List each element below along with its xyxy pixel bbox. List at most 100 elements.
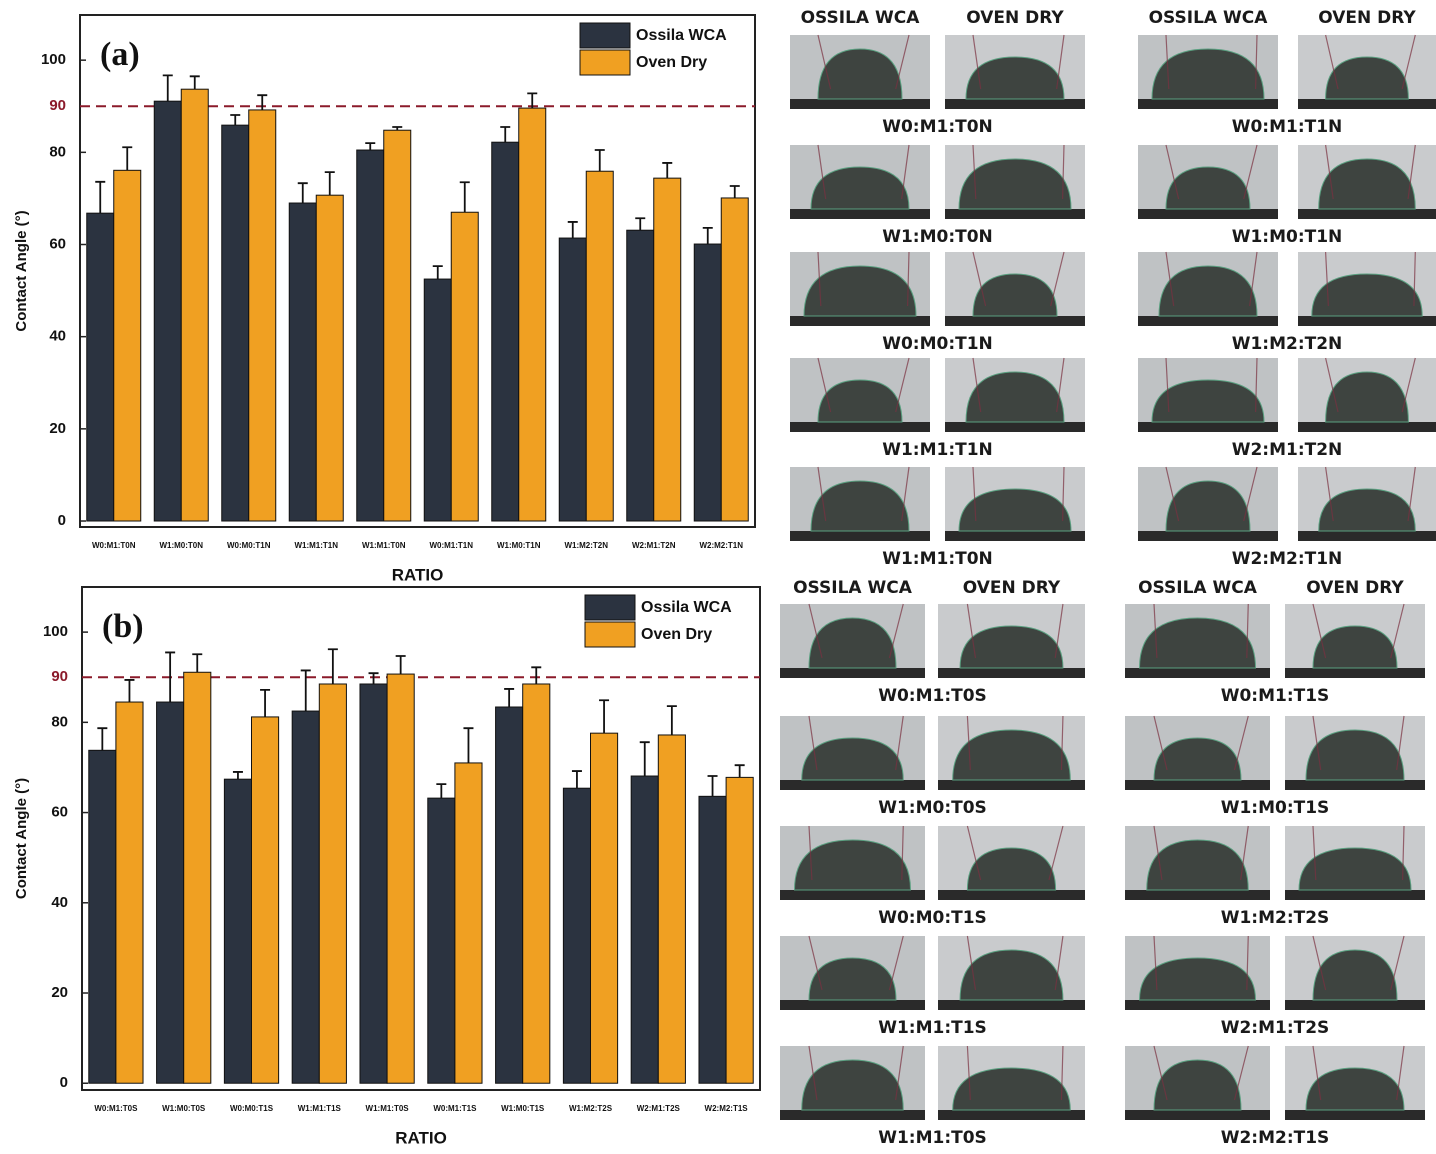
photo-base xyxy=(790,209,930,219)
error-bar xyxy=(260,690,270,717)
photo-base xyxy=(1138,422,1278,432)
y-tick-label: 80 xyxy=(49,143,66,160)
bar xyxy=(252,717,279,1083)
column-header: OVEN DRY xyxy=(966,8,1064,28)
bar xyxy=(586,171,613,521)
x-tick-label: W1:M1:T1S xyxy=(298,1104,342,1113)
error-bar xyxy=(233,772,243,779)
photo-base xyxy=(1298,422,1436,432)
photo-label: W1:M1:T0S xyxy=(878,1128,987,1148)
photo-base xyxy=(945,422,1085,432)
y-tick-label: 40 xyxy=(49,328,66,345)
bar xyxy=(424,279,451,521)
photo-base xyxy=(1125,668,1270,678)
bar xyxy=(631,776,658,1083)
bar xyxy=(224,779,251,1083)
photo-base xyxy=(1285,668,1425,678)
error-bar xyxy=(463,728,473,763)
photo-base xyxy=(945,99,1085,109)
error-bar xyxy=(667,706,677,735)
column-header: OSSILA WCA xyxy=(793,578,913,598)
error-bar xyxy=(599,700,609,733)
photo-base xyxy=(1138,316,1278,326)
error-bar xyxy=(500,127,510,142)
page: {"chart_data": [ {"type": "bar", "panel_… xyxy=(0,0,1436,1154)
photo-base xyxy=(780,890,925,900)
photo-label: W2:M1:T2S xyxy=(1221,1018,1330,1038)
photo-base xyxy=(1298,99,1436,109)
panel-label: (b) xyxy=(102,608,144,645)
bar xyxy=(114,170,141,521)
x-tick-label: W1:M0:T1S xyxy=(501,1104,545,1113)
bar xyxy=(627,230,654,521)
error-bar xyxy=(122,147,132,170)
y-tick-label: 20 xyxy=(51,984,68,1001)
photo-base xyxy=(1285,1000,1425,1010)
error-bar xyxy=(595,150,605,171)
photo-label: W1:M0:T0S xyxy=(878,798,987,818)
photo-label: W0:M1:T0N xyxy=(882,117,993,137)
x-tick-label: W1:M1:T1N xyxy=(294,541,338,550)
y-tick-label: 60 xyxy=(51,804,68,821)
x-tick-label: W1:M0:T1N xyxy=(497,541,541,550)
photo-label: W1:M2:T2N xyxy=(1232,334,1343,354)
legend-swatch xyxy=(580,23,630,48)
error-bar xyxy=(433,266,443,279)
bar xyxy=(319,684,346,1083)
bar xyxy=(184,672,211,1083)
x-tick-label: W0:M0:T1S xyxy=(230,1104,274,1113)
photo-base xyxy=(1298,316,1436,326)
error-bar xyxy=(192,654,202,672)
error-bar xyxy=(396,656,406,674)
error-bar xyxy=(460,182,470,212)
y-tick-label: 100 xyxy=(43,623,68,640)
photo-base xyxy=(938,1000,1085,1010)
legend-label: Oven Dry xyxy=(636,54,707,71)
bar xyxy=(591,733,618,1083)
x-tick-label: W0:M1:T0N xyxy=(92,541,136,550)
bar xyxy=(154,101,181,521)
photo-label: W1:M0:T0N xyxy=(882,227,993,247)
error-bar xyxy=(257,95,267,110)
photo-label: W0:M1:T1S xyxy=(1221,686,1330,706)
x-tick-label: W1:M1:T0S xyxy=(366,1104,410,1113)
photo-base xyxy=(938,890,1085,900)
reference-label: 90 xyxy=(51,668,68,685)
photo-label: W0:M1:T0S xyxy=(878,686,987,706)
bar xyxy=(157,702,184,1083)
bar xyxy=(87,213,114,521)
photo-label: W0:M1:T1N xyxy=(1232,117,1343,137)
photo-label: W0:M0:T1S xyxy=(878,908,987,928)
x-tick-label: W1:M0:T0N xyxy=(159,541,203,550)
figure: 0 20 40 60 80 100 90 W0:M1:T0N W1:M0:T0N W0:M0:T1… xyxy=(0,0,1436,1154)
bar xyxy=(289,203,316,521)
column-header: OSSILA WCA xyxy=(1149,8,1269,28)
photo-label: W1:M1:T1N xyxy=(882,440,993,460)
photo-base xyxy=(790,422,930,432)
x-tick-label: W1:M1:T0N xyxy=(362,541,406,550)
photo-base xyxy=(780,1110,925,1120)
x-tick-label: W2:M2:T1S xyxy=(705,1104,749,1113)
photo-label: W2:M2:T1S xyxy=(1221,1128,1330,1148)
error-bar xyxy=(95,182,105,213)
photo-base xyxy=(1125,1110,1270,1120)
error-bar xyxy=(163,75,173,101)
photo-base xyxy=(1125,890,1270,900)
error-bar xyxy=(436,784,446,798)
x-axis-label: RATIO xyxy=(392,565,444,584)
panel-label: (a) xyxy=(100,36,140,73)
bar xyxy=(249,110,276,521)
y-tick-label: 0 xyxy=(60,1074,68,1091)
photo-base xyxy=(1138,209,1278,219)
error-bar xyxy=(190,76,200,89)
photo-base xyxy=(1298,209,1436,219)
photo-base xyxy=(945,316,1085,326)
photo-base xyxy=(1298,531,1436,541)
bar xyxy=(694,244,721,521)
bar xyxy=(387,674,414,1083)
photo-base xyxy=(780,780,925,790)
photo-base xyxy=(790,531,930,541)
error-bar xyxy=(369,673,379,684)
reference-label: 90 xyxy=(49,97,66,114)
column-header: OSSILA WCA xyxy=(801,8,921,28)
